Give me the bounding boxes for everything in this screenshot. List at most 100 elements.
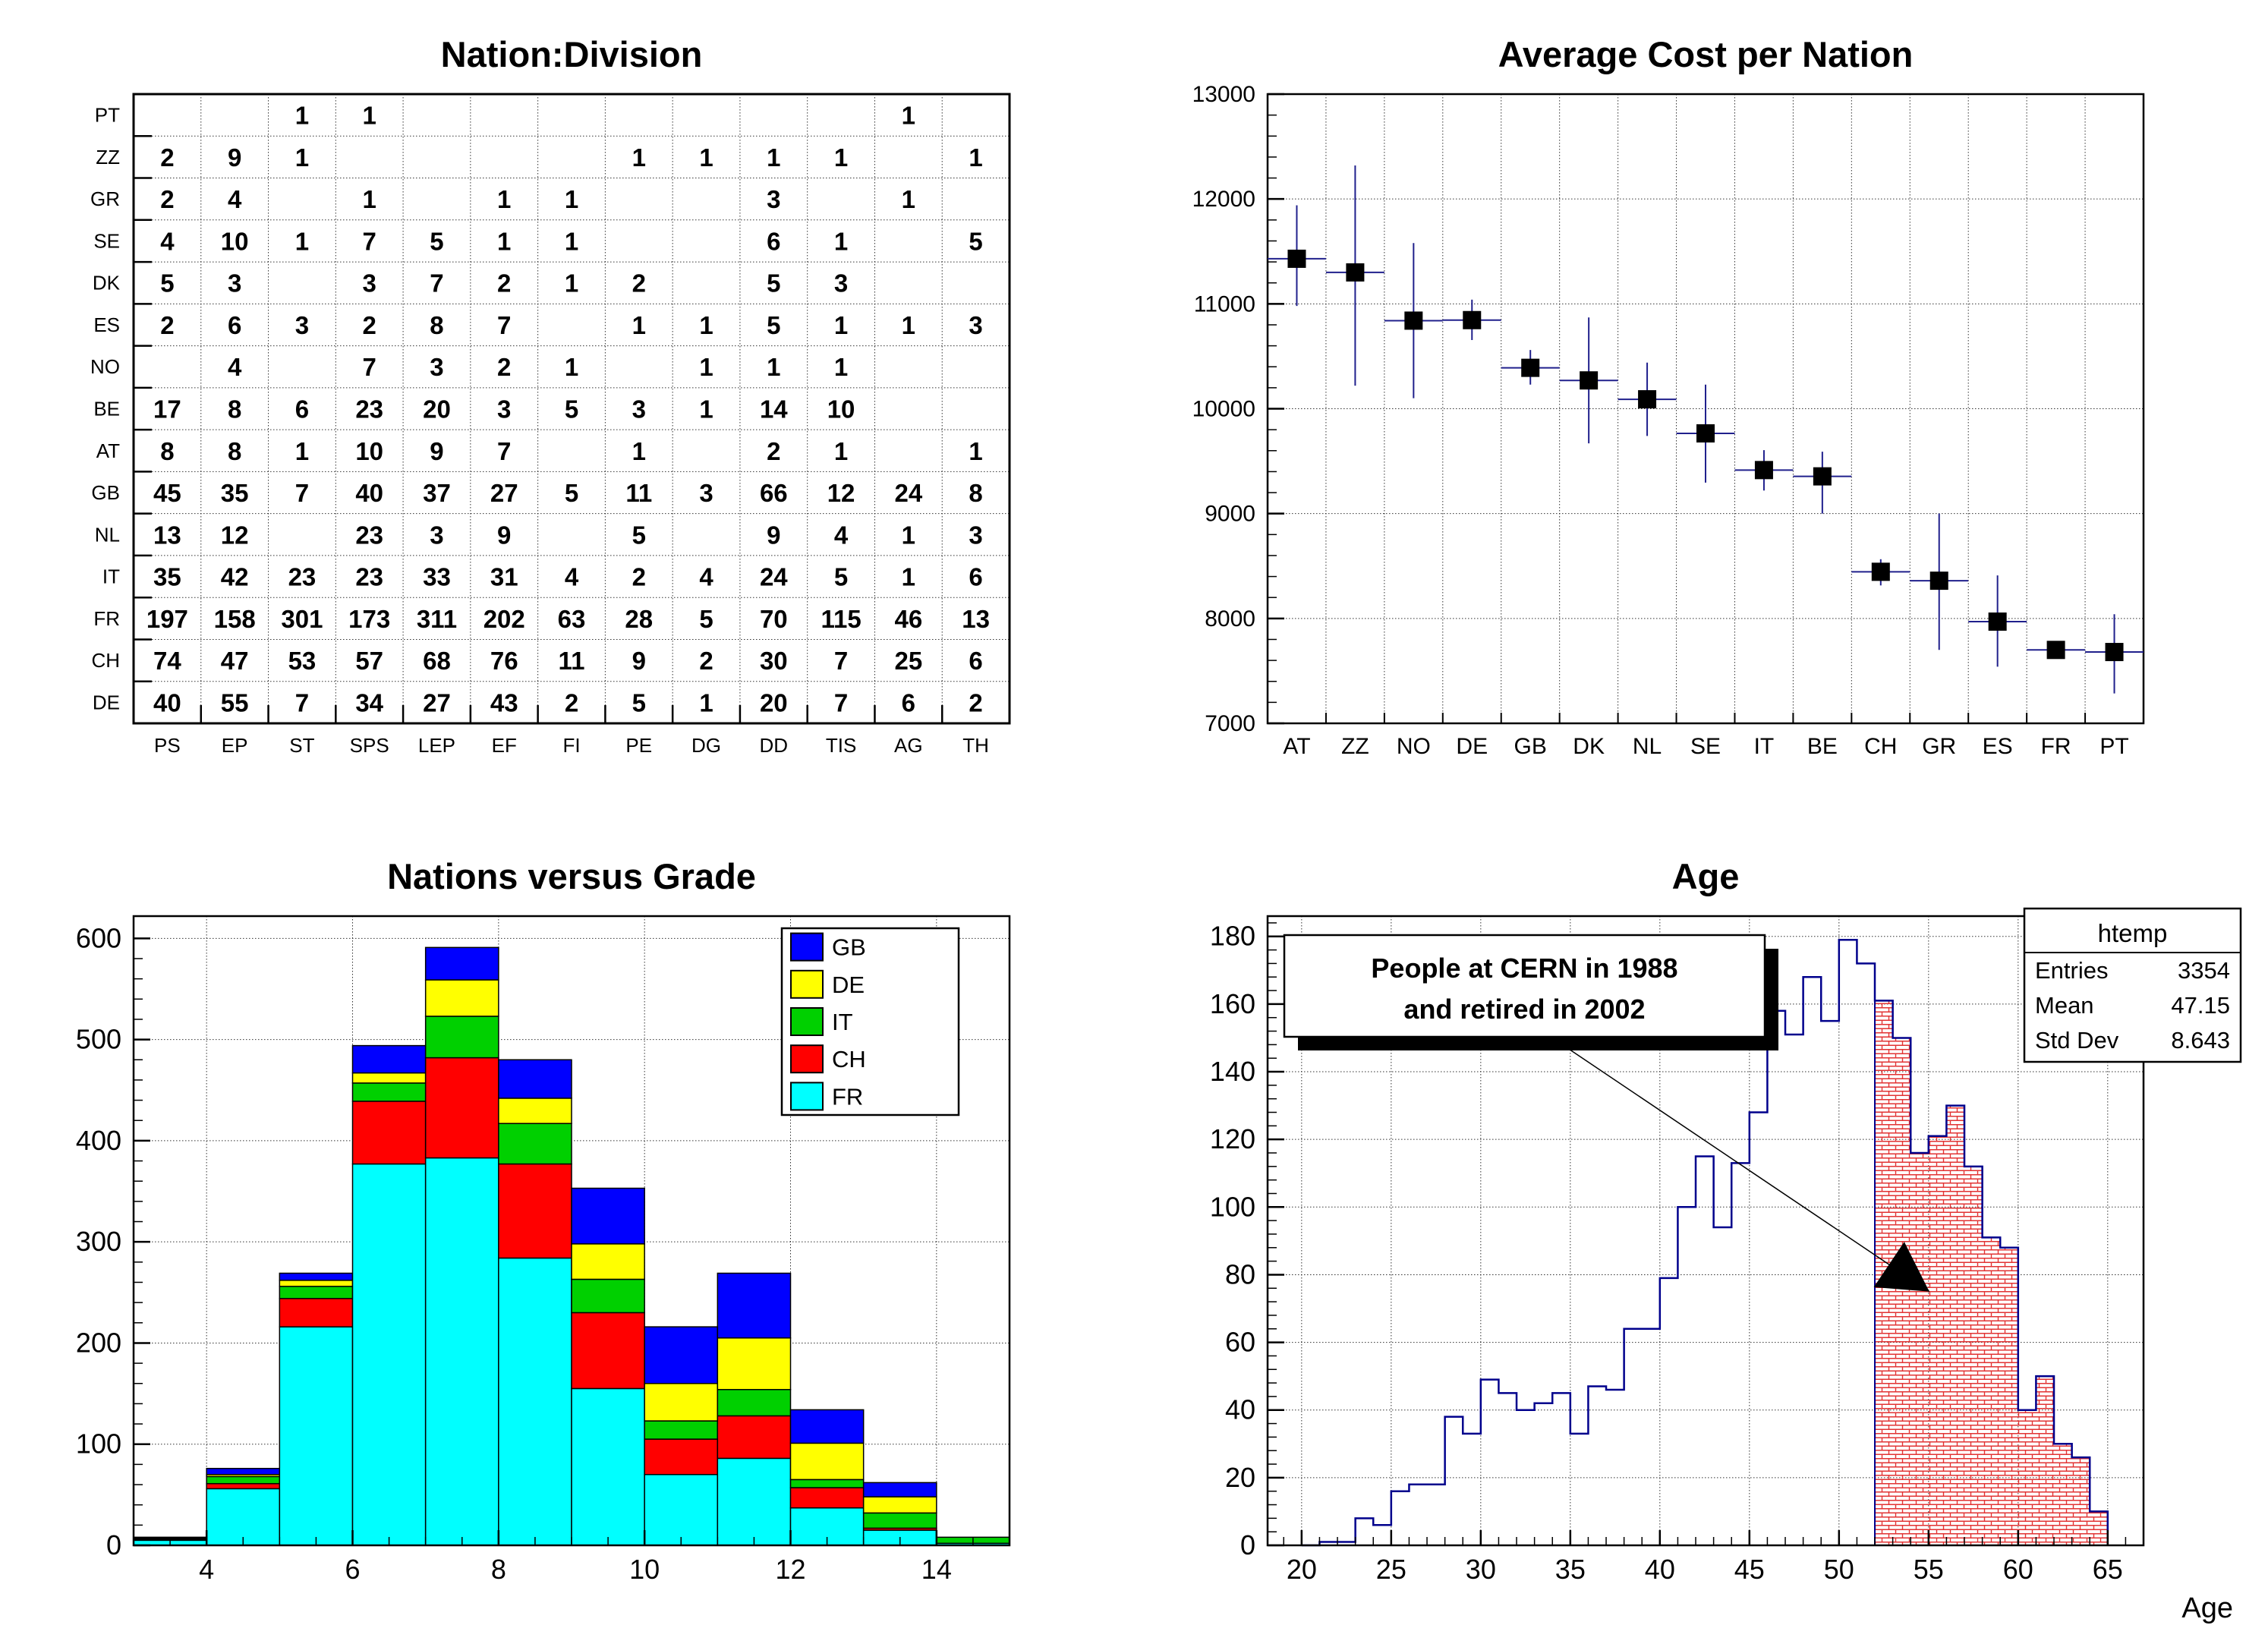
cell-value: 37: [423, 479, 451, 507]
cell-value: 1: [902, 185, 915, 213]
y-tick-label: 100: [76, 1428, 121, 1460]
cell-value: 3: [969, 521, 982, 549]
x-tick-label: 40: [1645, 1554, 1675, 1585]
data-point-marker: [1754, 461, 1773, 480]
cell-value: 1: [632, 437, 646, 465]
x-tick-label: 25: [1376, 1554, 1406, 1585]
bar-segment-IT: [424, 1016, 499, 1059]
cell-value: 7: [497, 437, 511, 465]
nations-grade-chart: 0 100 200 300 400 500 600 4 6 8 10 12 14 GB DE IT CH FR: [76, 915, 1011, 1585]
cell-value: 1: [295, 227, 309, 255]
age-step-line: [1301, 938, 2109, 1547]
cell-value: 43: [490, 688, 518, 716]
cell-value: 40: [355, 479, 383, 507]
cell-value: 1: [699, 688, 713, 716]
row-label: NO: [90, 355, 120, 378]
stats-frame: [2023, 907, 2242, 1063]
cell-value: 1: [565, 185, 578, 213]
y-tick-label: 7000: [1205, 711, 1255, 736]
stacked-bars: [133, 946, 1010, 1546]
cell-value: 24: [760, 563, 788, 591]
bar-segment-FR: [571, 1387, 645, 1546]
legend-swatch-IT: [790, 1007, 824, 1036]
x-tick-label: 20: [1287, 1554, 1317, 1585]
cell-value: 1: [497, 227, 511, 255]
x-tick-label: DK: [1573, 734, 1605, 759]
cell-value: 2: [160, 143, 174, 172]
bar-segment-CH: [279, 1298, 354, 1327]
data-point-marker: [1871, 562, 1890, 581]
nation-division-table-plot: PT ZZ GR SE DK ES NO BE AT GB NL IT FR CH DE PS EP ST SPS L…: [90, 93, 1011, 757]
row-label: ZZ: [96, 146, 120, 168]
nations-grade-title: Nations versus Grade: [387, 856, 756, 896]
row-label: DK: [93, 272, 121, 294]
y-tick-label: 60: [1225, 1327, 1255, 1358]
bar-segment-CH: [717, 1415, 792, 1460]
bar-segment-IT: [717, 1388, 792, 1417]
cell-value: 8: [228, 395, 241, 424]
stats-row-value: 3354: [2178, 957, 2230, 984]
y-tick-label: 160: [1210, 988, 1255, 1019]
cell-value: 13: [153, 521, 181, 549]
cell-value: 202: [484, 605, 525, 633]
cell-value: 3: [228, 269, 241, 298]
y-tick-label: 0: [106, 1529, 121, 1561]
row-label: SE: [93, 229, 120, 252]
cell-value: 5: [834, 563, 848, 591]
cell-value: 1: [699, 395, 713, 424]
bar-segment-DE: [279, 1280, 354, 1287]
cell-value: 9: [767, 521, 780, 549]
cell-value: 34: [355, 688, 383, 716]
cell-value: 3: [497, 395, 511, 424]
data-point-marker: [1813, 467, 1832, 486]
cell-value: 53: [288, 647, 317, 675]
x-tick-label: DE: [1456, 734, 1488, 759]
table-frame: [132, 93, 1011, 725]
cell-value: 1: [767, 143, 780, 172]
legend-swatch-GB: [790, 932, 824, 962]
cell-value: 158: [214, 605, 256, 633]
cell-value: 197: [146, 605, 188, 633]
cell-value: 1: [363, 185, 376, 213]
col-label: ST: [289, 734, 314, 757]
x-tick-label: GB: [1514, 734, 1547, 759]
pad-nations-grade: Nations versus Grade 0 100 200 300 400 500 600…: [0, 822, 1134, 1644]
stats-row-label: Std Dev: [2035, 1027, 2119, 1053]
x-tick-label: GR: [1922, 734, 1956, 759]
bar-segment-GB: [644, 1326, 719, 1384]
row-label: GR: [90, 187, 120, 210]
col-label: FI: [562, 734, 580, 757]
plot-frame: [1266, 915, 2145, 1547]
cell-value: 1: [834, 143, 848, 172]
cell-value: 46: [894, 605, 922, 633]
cell-value: 1: [699, 143, 713, 172]
cell-value: 2: [969, 688, 982, 716]
bar-segment-DE: [351, 1072, 427, 1084]
stats-row-label: Entries: [2035, 957, 2108, 984]
y-tick-label: 80: [1225, 1258, 1255, 1290]
y-tick-label: 140: [1210, 1056, 1255, 1087]
legend: GB DE IT CH FR: [780, 927, 960, 1116]
legend-swatch-FR: [790, 1082, 824, 1111]
cell-value: 55: [221, 688, 249, 716]
data-point-marker: [1580, 371, 1599, 390]
nation-division-title: Nation:Division: [440, 34, 703, 74]
cell-value: 1: [902, 102, 915, 130]
bar-segment-IT: [279, 1286, 354, 1299]
x-tick-label: AT: [1283, 734, 1310, 759]
row-label: CH: [91, 649, 120, 672]
cell-value: 20: [423, 395, 451, 424]
bar-segment-CH: [644, 1438, 719, 1476]
y-tick-label: 12000: [1192, 187, 1255, 212]
cell-value: 1: [902, 563, 915, 591]
x-tick-label: CH: [1864, 734, 1897, 759]
cell-value: 63: [558, 605, 586, 633]
y-tick-label: 100: [1210, 1191, 1255, 1222]
cell-value: 6: [228, 311, 241, 339]
x-tick-label: 30: [1466, 1554, 1496, 1585]
cell-value: 6: [767, 227, 780, 255]
col-label: SPS: [350, 734, 389, 757]
cell-value: 1: [497, 185, 511, 213]
average-cost-title: Average Cost per Nation: [1498, 34, 1914, 74]
y-tick-label: 0: [1240, 1529, 1255, 1561]
